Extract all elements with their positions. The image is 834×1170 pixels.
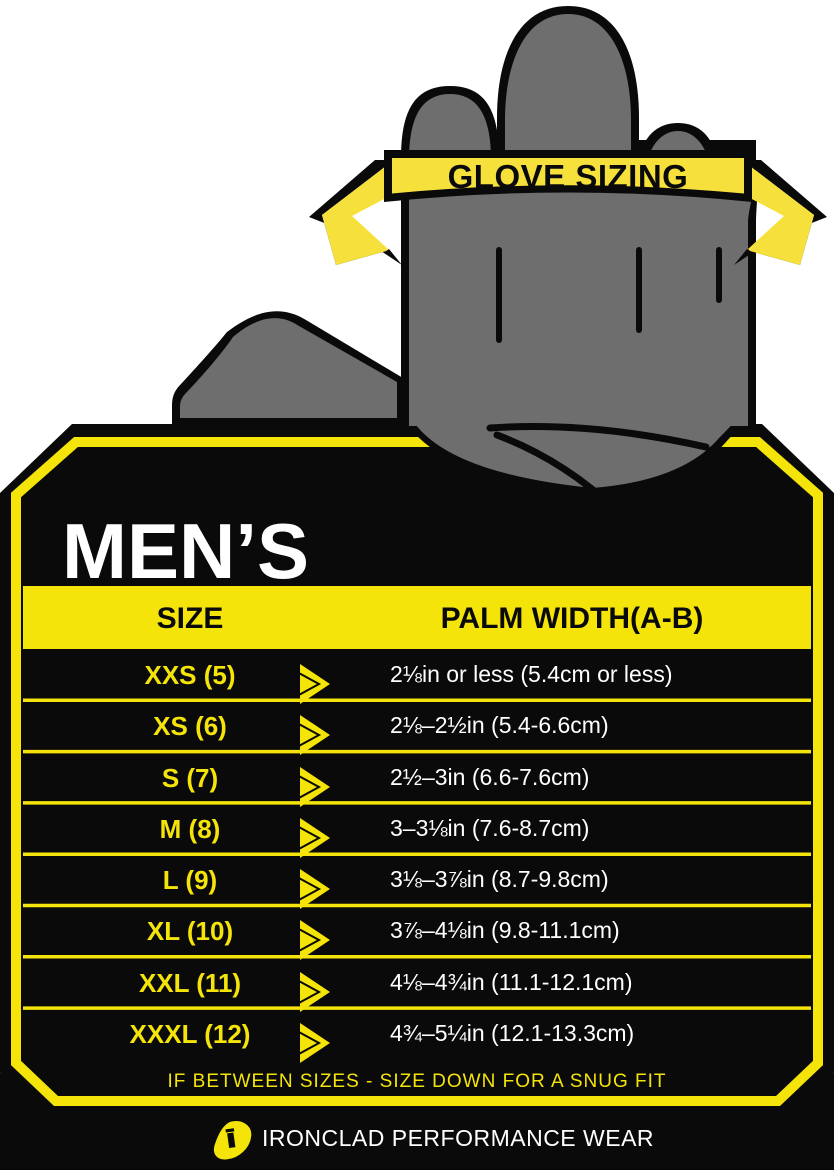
svg-text:S (7): S (7) <box>162 763 218 793</box>
svg-text:XXL (11): XXL (11) <box>139 968 241 998</box>
svg-text:3⅛–3⅞in (8.7-9.8cm): 3⅛–3⅞in (8.7-9.8cm) <box>390 866 609 892</box>
svg-text:2½–3in (6.6-7.6cm): 2½–3in (6.6-7.6cm) <box>390 764 589 790</box>
svg-text:3⅞–4⅛in (9.8-11.1cm): 3⅞–4⅛in (9.8-11.1cm) <box>390 917 620 943</box>
svg-text:2⅛–2½in (5.4-6.6cm): 2⅛–2½in (5.4-6.6cm) <box>390 712 609 738</box>
svg-text:3–3⅛in (7.6-8.7cm): 3–3⅛in (7.6-8.7cm) <box>390 815 589 841</box>
svg-text:XS (6): XS (6) <box>153 711 227 741</box>
svg-text:4⅛–4¾in (11.1-12.1cm): 4⅛–4¾in (11.1-12.1cm) <box>390 969 633 995</box>
svg-text:MEN’S: MEN’S <box>62 507 309 595</box>
svg-text:4¾–5¼in (12.1-13.3cm): 4¾–5¼in (12.1-13.3cm) <box>390 1020 634 1046</box>
svg-text:IRONCLAD PERFORMANCE WEAR: IRONCLAD PERFORMANCE WEAR <box>262 1125 654 1151</box>
svg-text:GLOVE SIZING: GLOVE SIZING <box>448 158 689 195</box>
svg-text:PALM WIDTH(A-B): PALM WIDTH(A-B) <box>441 602 704 635</box>
svg-text:IF BETWEEN SIZES - SIZE DOWN F: IF BETWEEN SIZES - SIZE DOWN FOR A SNUG … <box>167 1071 666 1092</box>
svg-text:L (9): L (9) <box>163 865 217 895</box>
svg-text:XXS (5): XXS (5) <box>144 660 235 690</box>
svg-text:XXXL (12): XXXL (12) <box>130 1019 251 1049</box>
svg-text:M (8): M (8) <box>160 814 221 844</box>
svg-text:SIZE: SIZE <box>157 602 224 635</box>
svg-text:XL (10): XL (10) <box>147 916 233 946</box>
svg-text:2⅛in or less (5.4cm or less): 2⅛in or less (5.4cm or less) <box>390 661 672 687</box>
